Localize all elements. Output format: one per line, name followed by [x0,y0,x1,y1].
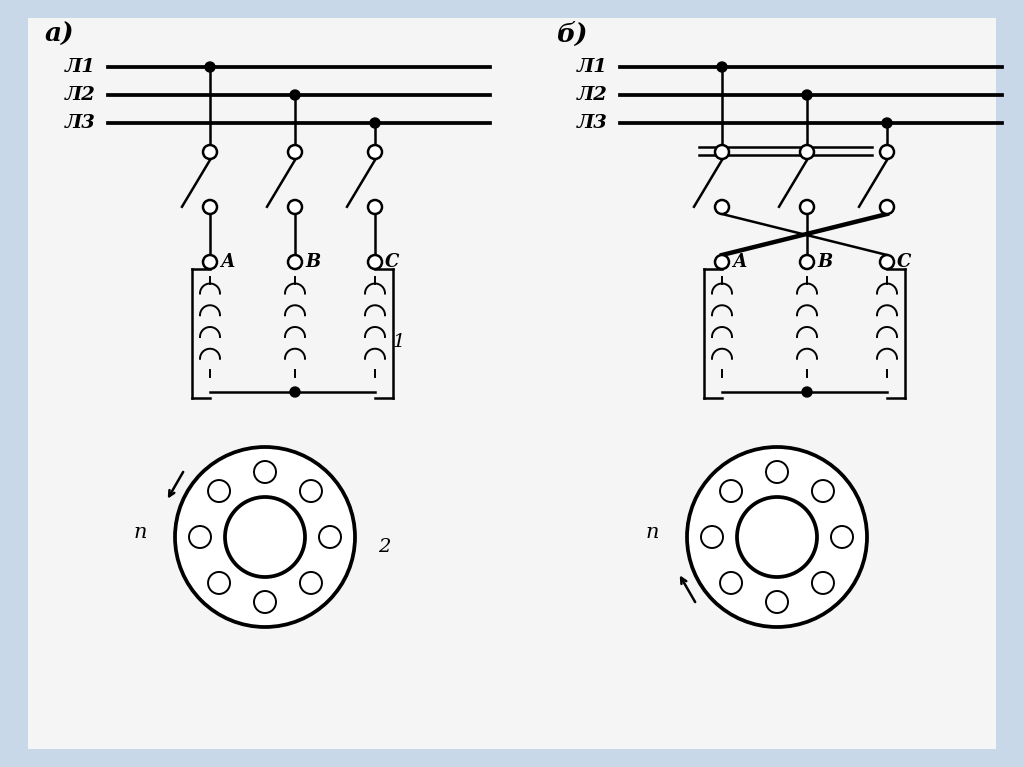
Circle shape [254,461,276,483]
Circle shape [766,591,788,613]
Circle shape [203,200,217,214]
Circle shape [368,145,382,159]
Circle shape [720,572,742,594]
Circle shape [812,480,834,502]
Circle shape [290,90,300,100]
Text: Л1: Л1 [65,58,96,76]
Text: А: А [220,253,234,271]
Circle shape [368,200,382,214]
Circle shape [288,255,302,269]
Text: n: n [645,522,658,542]
Circle shape [802,387,812,397]
Circle shape [715,145,729,159]
Circle shape [290,387,300,397]
Text: а): а) [45,22,75,47]
Text: В: В [817,253,833,271]
Circle shape [254,591,276,613]
Text: А: А [732,253,746,271]
Circle shape [717,62,727,72]
Circle shape [370,118,380,128]
Circle shape [715,200,729,214]
Circle shape [701,526,723,548]
Text: 2: 2 [378,538,390,556]
Text: Л3: Л3 [577,114,608,132]
Circle shape [800,255,814,269]
Circle shape [766,461,788,483]
Text: Л2: Л2 [65,86,96,104]
Circle shape [812,572,834,594]
Circle shape [800,145,814,159]
Circle shape [175,447,355,627]
Circle shape [189,526,211,548]
Text: Л3: Л3 [65,114,96,132]
Circle shape [880,255,894,269]
Circle shape [225,497,305,577]
Circle shape [203,145,217,159]
Circle shape [368,255,382,269]
Text: n: n [133,522,146,542]
Circle shape [687,447,867,627]
Circle shape [300,572,322,594]
Circle shape [288,145,302,159]
Circle shape [319,526,341,548]
Circle shape [802,90,812,100]
Circle shape [800,200,814,214]
Text: С: С [897,253,911,271]
Circle shape [715,255,729,269]
Text: Л1: Л1 [577,58,608,76]
Circle shape [880,145,894,159]
Circle shape [720,480,742,502]
Circle shape [882,118,892,128]
Text: б): б) [557,22,589,47]
Text: Л2: Л2 [577,86,608,104]
Circle shape [737,497,817,577]
Circle shape [288,200,302,214]
Circle shape [205,62,215,72]
Circle shape [300,480,322,502]
Circle shape [880,200,894,214]
Text: С: С [385,253,399,271]
Circle shape [203,255,217,269]
Circle shape [831,526,853,548]
Text: В: В [305,253,321,271]
Text: 1: 1 [393,333,406,351]
Circle shape [208,572,230,594]
Circle shape [208,480,230,502]
